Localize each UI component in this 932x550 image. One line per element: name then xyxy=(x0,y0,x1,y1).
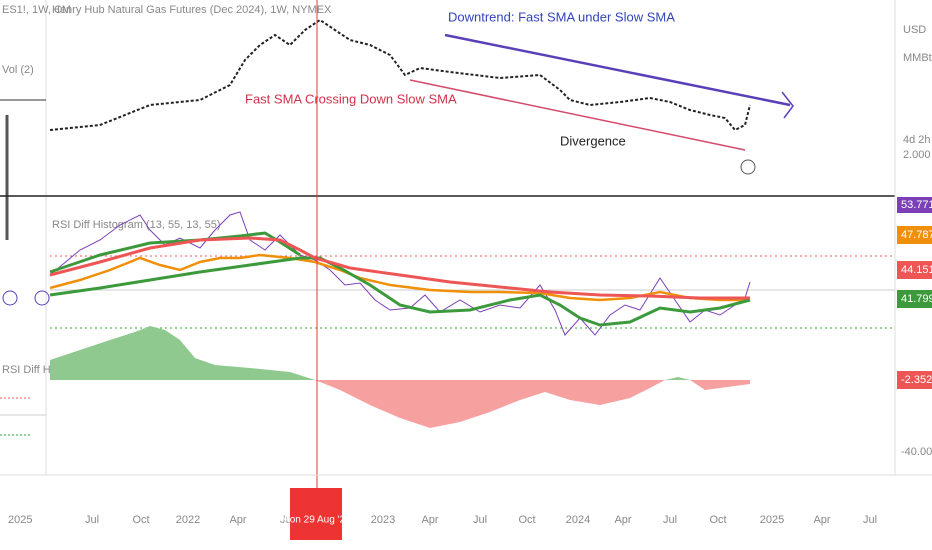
price-candles xyxy=(49,18,751,132)
event-icon xyxy=(740,159,756,175)
time-label: Apr xyxy=(614,514,631,526)
time-label: 2025 xyxy=(760,514,784,526)
slow-sma xyxy=(49,236,750,300)
fast-sma xyxy=(49,253,751,302)
sma-green-value: 41.799 xyxy=(901,293,932,305)
time-label: Jul xyxy=(663,514,677,526)
time-label: Oct xyxy=(132,514,149,526)
crosshair-label-bg xyxy=(290,488,342,540)
crosshair-label: Mon 29 Aug '22 xyxy=(281,515,351,526)
currency: USD xyxy=(903,24,926,36)
time-label: Jul xyxy=(85,514,99,526)
annotation: Fast SMA Crossing Down Slow SMA xyxy=(245,91,457,106)
annotation: Divergence xyxy=(560,133,626,148)
rsi-value: 53.771 xyxy=(901,199,932,211)
histogram-positive xyxy=(50,326,315,380)
fast-sma-value: 47.787 xyxy=(901,229,932,241)
time-label: 2022 xyxy=(176,514,200,526)
trend-arrow xyxy=(781,91,794,119)
unit: MMBtu xyxy=(903,52,932,64)
annotation: Downtrend: Fast SMA under Slow SMA xyxy=(448,9,675,24)
time-label: Jul xyxy=(473,514,487,526)
badge xyxy=(897,226,932,244)
histogram-value: -2.352 xyxy=(901,374,932,386)
left-icon xyxy=(34,290,50,306)
time-labels: Jul Oct 2022 Apr Jul 2023 Apr Jul Oct 2024 Apr Jul O… xyxy=(85,514,877,526)
trend-line xyxy=(444,33,791,107)
badge xyxy=(897,371,932,389)
divergence-line xyxy=(409,79,746,151)
sma-green xyxy=(49,256,751,327)
left-icon xyxy=(2,290,18,306)
volume-label: Vol (2) xyxy=(2,64,34,76)
time-label: 2025 xyxy=(8,514,32,526)
time-label: Apr xyxy=(229,514,246,526)
badge xyxy=(897,261,932,279)
time-label: Oct xyxy=(709,514,726,526)
price-level: 2.000 xyxy=(903,149,931,161)
symbol-left: ES1!, 1W, CM xyxy=(2,4,71,16)
time-label: 2023 xyxy=(371,514,395,526)
time-label: Jul xyxy=(863,514,877,526)
countdown: 4d 2h xyxy=(903,134,931,146)
histogram-negative xyxy=(690,380,750,390)
histogram-negative xyxy=(315,380,665,428)
indicator-title: RSI Diff Histogram (13, 55, 13, 55) xyxy=(52,219,221,231)
time-label: Oct xyxy=(518,514,535,526)
time-label: 2024 xyxy=(566,514,590,526)
time-label: Apr xyxy=(813,514,830,526)
histogram-positive xyxy=(665,377,690,380)
slow-sma-value: 44.151 xyxy=(901,264,932,276)
badge xyxy=(897,197,932,213)
time-label: Apr xyxy=(421,514,438,526)
badge xyxy=(897,290,932,308)
indicator-bottom: -40.000 xyxy=(901,446,932,458)
symbol-title: Henry Hub Natural Gas Futures (Dec 2024)… xyxy=(52,4,332,16)
